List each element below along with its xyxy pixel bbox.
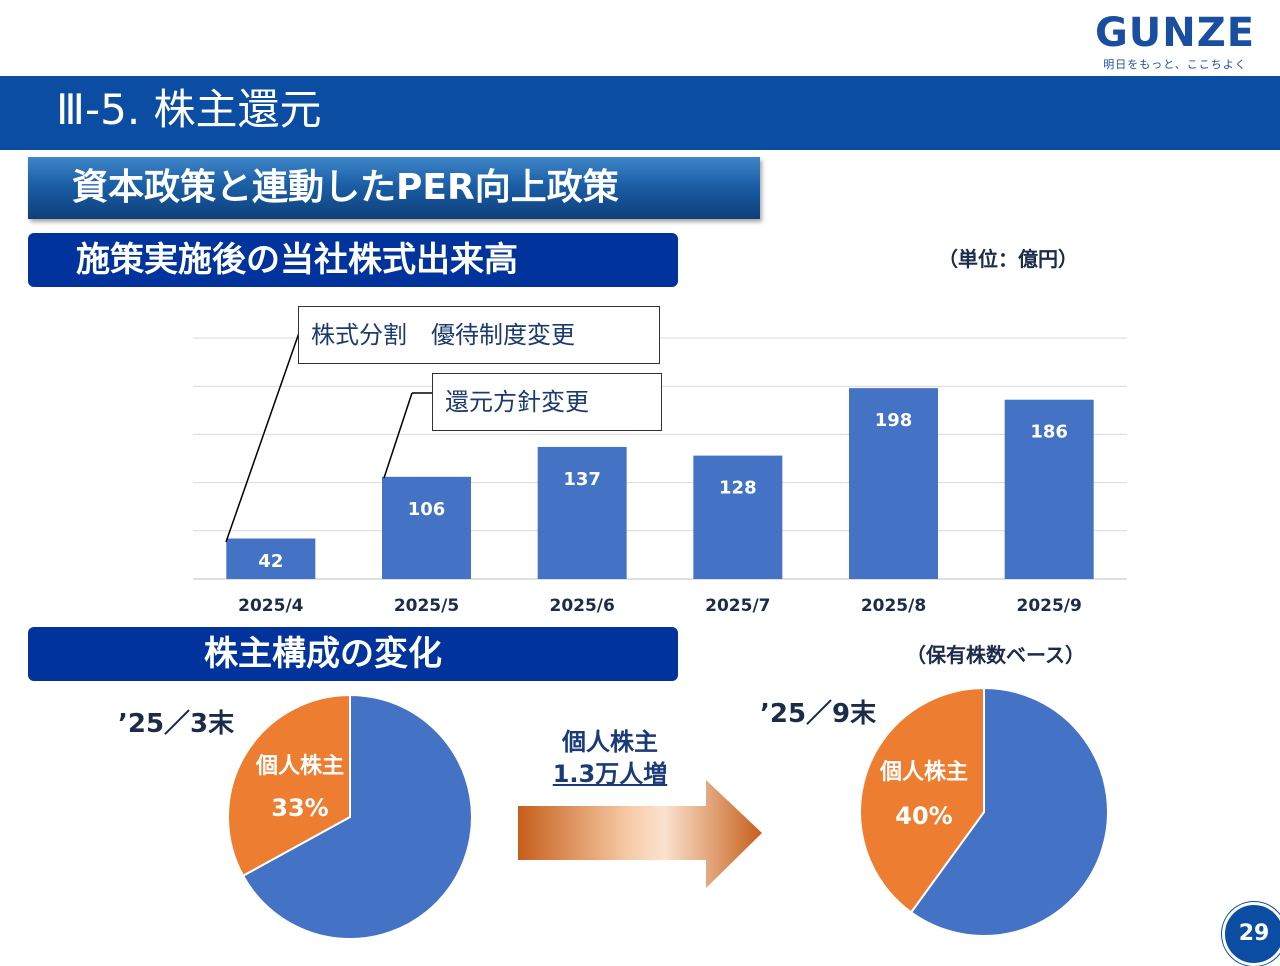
x-tick-label: 2025/7 (705, 596, 770, 616)
callout-return-policy: 還元方針変更 (432, 373, 662, 431)
pie-after-percent: 40% (895, 802, 953, 830)
pie-slice-other (241, 693, 473, 940)
bar-value-label: 42 (258, 551, 283, 572)
bar-value-label: 198 (875, 410, 913, 431)
callout-leader-line (225, 329, 301, 543)
callout-leader-line (383, 392, 413, 479)
gunze-logo: GUNZE (1094, 10, 1256, 56)
pie-slice-individual (859, 686, 985, 914)
pie-date-before: ’25／3末 (118, 709, 235, 739)
callout-stock-split: 株式分割 優待制度変更 (298, 306, 660, 364)
section-header-trading-volume: 施策実施後の当社株式出来高 (28, 233, 678, 287)
pie-before-label: 個人株主 (255, 754, 344, 779)
bar-value-label: 137 (563, 469, 601, 490)
pie-slice-individual (227, 693, 351, 878)
x-tick-label: 2025/6 (549, 596, 614, 616)
bar-value-label: 106 (408, 499, 446, 520)
bar-2025/4 (226, 538, 316, 579)
pie-before-percent: 33% (271, 794, 329, 822)
bar-2025/8 (849, 388, 938, 579)
unit-label: （単位：億円） (938, 247, 1078, 271)
arrow-label-increase: 1.3万人増 (520, 754, 700, 789)
section-header-shareholder-composition: 株主構成の変化 (28, 627, 678, 681)
arrow-increase-text: 1.3万人増 (552, 760, 668, 788)
section-title: 株主構成の変化 (204, 634, 442, 674)
subtitle-text: 資本政策と連動したPER向上政策 (72, 167, 619, 208)
arrow-label-individual: 個人株主 (562, 728, 658, 756)
section-title: 施策実施後の当社株式出来高 (76, 240, 518, 280)
pie-slice-other (909, 686, 1109, 937)
logo-tagline: 明日をもっと、ここちよく (1103, 58, 1247, 71)
x-tick-label: 2025/9 (1016, 596, 1081, 616)
bar-2025/7 (693, 455, 783, 579)
page-number: 29 (1222, 902, 1280, 966)
bar-value-label: 186 (1030, 422, 1068, 443)
x-tick-label: 2025/8 (861, 596, 926, 616)
pie-after-label: 個人株主 (879, 760, 968, 785)
x-tick-label: 2025/4 (238, 596, 304, 616)
bar-2025/9 (1004, 399, 1094, 579)
bar-value-label: 128 (719, 478, 757, 499)
change-arrow (518, 780, 762, 888)
pie-date-after: ’25／9末 (760, 699, 877, 729)
basis-label: （保有株数ベース） (906, 643, 1085, 667)
x-tick-label: 2025/5 (394, 596, 459, 616)
page-title: Ⅲ-5. 株主還元 (56, 85, 322, 134)
bar-2025/6 (537, 446, 627, 579)
bar-2025/5 (382, 476, 471, 579)
subtitle-banner (28, 157, 760, 219)
header-bar (0, 76, 1280, 150)
